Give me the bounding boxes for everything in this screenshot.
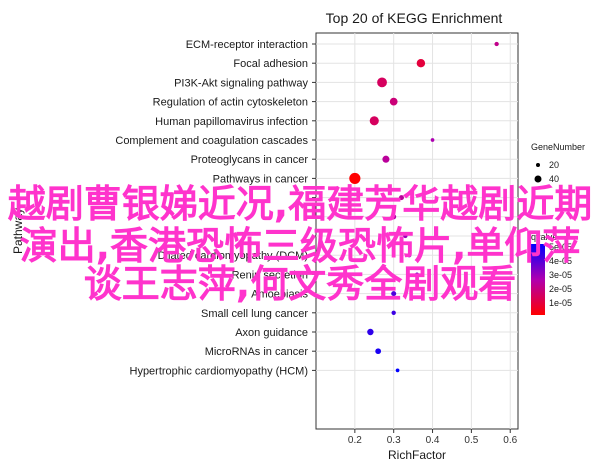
data-point xyxy=(398,195,404,201)
pathway-label: Small cell lung cancer xyxy=(201,308,308,320)
pathway-label: ECM-receptor interaction xyxy=(186,39,308,51)
data-points xyxy=(349,41,499,373)
pathway-labels: ECM-receptor interaction Focal adhesion PI… xyxy=(115,39,316,377)
data-point xyxy=(389,97,398,106)
qvalue-tick-label: 5e-05 xyxy=(549,242,572,252)
data-point xyxy=(407,253,412,258)
plot-panel xyxy=(315,32,519,430)
pathway-label: Renin secretion xyxy=(232,269,308,281)
data-point xyxy=(367,328,374,336)
qvalue-legend-title: qvalue xyxy=(531,232,558,242)
size-legend-label-40: 40 xyxy=(549,174,559,184)
x-tick-label: 0.4 xyxy=(426,435,440,446)
data-point xyxy=(403,233,408,239)
pathway-label: Regulation of actin cytoskeleton xyxy=(153,97,308,109)
qvalue-colorbar xyxy=(531,244,545,315)
data-point xyxy=(382,155,390,163)
x-tick-label: 0.3 xyxy=(387,435,401,446)
pathway-label: Axon guidance xyxy=(235,327,308,339)
x-tick-label: 0.5 xyxy=(464,435,478,446)
qvalue-tick-label: 1e-05 xyxy=(549,298,572,308)
size-legend-dot-40 xyxy=(534,175,542,183)
qvalue-ticks: 5e-05 4e-05 3e-05 2e-05 1e-05 xyxy=(549,242,572,308)
data-point xyxy=(415,272,419,277)
size-legend-label-20: 20 xyxy=(549,160,559,170)
pathway-label: Human papillomavirus infection xyxy=(155,116,308,128)
pathway-label: Dilated cardiomyopathy (DCM) xyxy=(158,250,308,262)
data-point xyxy=(391,310,396,315)
qvalue-legend: qvalue 5e-05 4e-05 3e-05 2e-05 1e-05 xyxy=(531,232,572,315)
pathway-label: Amoebiasis xyxy=(251,289,308,301)
x-tick-label: 0.2 xyxy=(348,435,362,446)
data-point xyxy=(349,172,361,184)
pathway-label: Complement and coagulation cascades xyxy=(115,135,308,147)
data-point xyxy=(416,58,426,68)
y-axis-label: Pathway xyxy=(11,208,25,254)
data-point xyxy=(391,214,397,220)
x-tick-label: 0.6 xyxy=(503,435,517,446)
size-legend-dot-20 xyxy=(536,163,540,167)
qvalue-tick-label: 3e-05 xyxy=(549,270,572,280)
data-point xyxy=(430,138,435,142)
data-point xyxy=(369,116,379,126)
data-point xyxy=(395,368,400,373)
qvalue-tick-label: 2e-05 xyxy=(549,284,572,294)
data-point xyxy=(377,77,387,88)
pathway-label: Focal adhesion xyxy=(233,58,308,70)
qvalue-tick-label: 4e-05 xyxy=(549,256,572,266)
x-axis-ticks: 0.2 0.3 0.4 0.5 0.6 xyxy=(348,429,518,446)
pathway-label: Proteoglycans in cancer xyxy=(191,154,309,166)
pathway-label: MicroRNAs in cancer xyxy=(205,346,309,358)
size-legend-title: GeneNumber xyxy=(531,142,585,152)
pathway-label: PI3K-Akt signaling pathway xyxy=(174,77,308,89)
chart-title: Top 20 of KEGG Enrichment xyxy=(326,10,503,26)
data-point xyxy=(391,291,397,297)
x-axis-label: RichFactor xyxy=(388,448,446,462)
pathway-label: Hypertrophic cardiomyopathy (HCM) xyxy=(130,365,309,377)
pathway-label: Pathways in cancer xyxy=(213,173,309,185)
data-point xyxy=(375,348,382,355)
data-point xyxy=(494,41,499,47)
size-legend: GeneNumber 20 40 xyxy=(531,142,585,184)
